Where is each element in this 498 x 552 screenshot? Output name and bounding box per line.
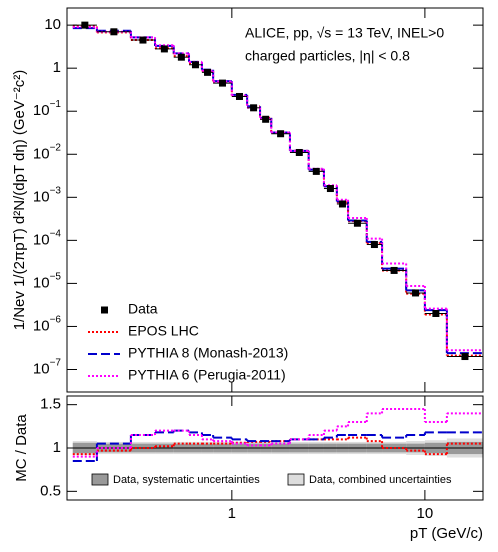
data-point [412, 289, 420, 297]
tick-base: 10 [33, 317, 50, 334]
y-tick-label: 1 [53, 59, 61, 76]
x-tick-label: 10 [417, 505, 434, 522]
y-tick-label: 10−7 [33, 357, 62, 377]
y-tick-label: 1 [53, 439, 61, 456]
annotation: charged particles, |η| < 0.8 [245, 48, 410, 64]
ratio-y-axis-title: MC / Data [13, 414, 30, 482]
y-tick-label: 0.5 [40, 482, 61, 499]
tick-exponent: −6 [50, 314, 62, 325]
tick-exponent: −2 [50, 142, 62, 153]
y-tick-label: 10 [44, 16, 61, 33]
legend-label: PYTHIA 6 (Perugia-2011) [128, 367, 286, 383]
tick-exponent: −5 [50, 271, 62, 282]
data-point [250, 104, 258, 112]
data-point [204, 68, 212, 76]
data-point [326, 185, 334, 193]
tick-exponent: −7 [50, 357, 62, 368]
data-point [338, 200, 346, 208]
legend-label: Data, combined uncertainties [309, 474, 452, 486]
y-tick-label: 10−2 [33, 142, 62, 162]
y-tick-label: 10−4 [33, 228, 62, 248]
tick-exponent: −1 [50, 99, 62, 110]
data-point [390, 266, 398, 274]
y-tick-label: 10−6 [33, 314, 62, 334]
data-point [218, 79, 226, 87]
legend-marker [101, 306, 108, 314]
data-point [353, 219, 361, 227]
annotation: ALICE, pp, √s = 13 TeV, INEL>0 [245, 25, 444, 41]
x-tick-label: 1 [228, 505, 236, 522]
tick-base: 10 [33, 102, 50, 119]
data-point [432, 309, 440, 317]
data-point [312, 167, 320, 175]
legend-swatch [287, 473, 305, 486]
plot-frame [66, 7, 484, 393]
y-tick-label: 10−1 [33, 99, 62, 119]
data-point [177, 53, 185, 61]
tick-base: 10 [33, 231, 50, 248]
tick-exponent: −4 [50, 228, 62, 239]
data-point [461, 353, 469, 361]
tick-base: 10 [33, 145, 50, 162]
legend-swatch [91, 473, 109, 486]
data-point [81, 21, 89, 29]
x-axis-title: pT (GeV/c) [410, 525, 483, 542]
legend-label: PYTHIA 8 (Monash-2013) [128, 345, 288, 361]
legend-label: Data [128, 301, 158, 317]
data-point [160, 45, 168, 53]
data-point [295, 148, 303, 156]
tick-base: 10 [33, 274, 50, 291]
data-point [235, 92, 243, 100]
data-point [110, 28, 118, 36]
data-point [139, 36, 147, 44]
y-tick-label: 1.5 [40, 396, 61, 413]
data-point [191, 61, 199, 69]
tick-exponent: −3 [50, 185, 62, 196]
data-point [277, 130, 285, 138]
tick-base: 10 [33, 360, 50, 377]
legend-label: EPOS LHC [128, 323, 199, 339]
y-tick-label: 10−5 [33, 271, 62, 291]
data-point [370, 241, 378, 249]
legend-label: Data, systematic uncertainties [113, 474, 260, 486]
data-point [262, 115, 270, 123]
tick-base: 10 [44, 16, 61, 33]
tick-base: 10 [33, 188, 50, 205]
y-tick-label: 10−3 [33, 185, 62, 205]
y-axis-title: 1/Nev 1/(2πpT) d²N/(dpT dη) (GeV⁻²c²) [11, 70, 28, 331]
